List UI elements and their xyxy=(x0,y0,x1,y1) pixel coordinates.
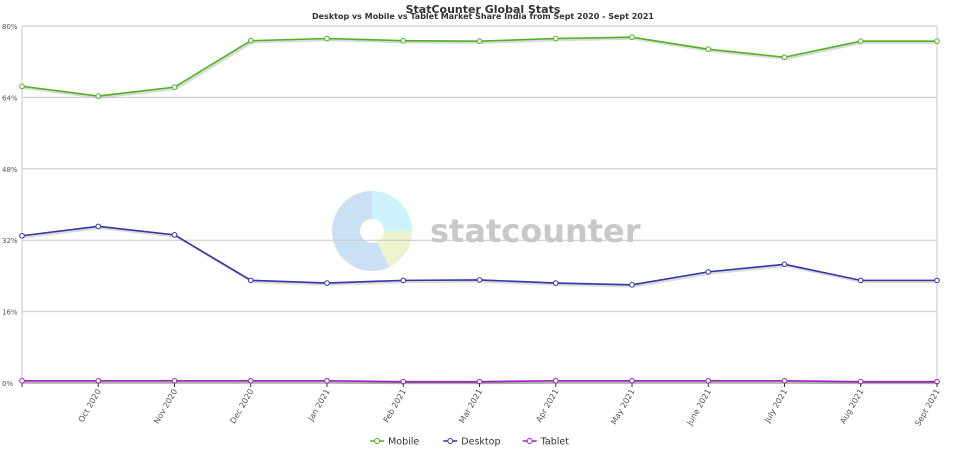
legend-marker-mobile xyxy=(374,438,381,444)
statcounter-logo-segment-cyan xyxy=(372,191,412,231)
data-point-tablet[interactable] xyxy=(247,377,254,384)
statcounter-watermark: statcounter xyxy=(332,191,641,271)
legend: Mobile Desktop Tablet xyxy=(370,437,569,448)
data-point-tablet[interactable] xyxy=(171,377,178,384)
data-point-mobile[interactable] xyxy=(552,35,559,42)
data-point-mobile[interactable] xyxy=(857,38,864,44)
data-point-desktop[interactable] xyxy=(781,261,788,268)
x-tick-label: Nov 2020 xyxy=(152,388,179,426)
statcounter-watermark-text: statcounter xyxy=(430,212,641,250)
data-point-desktop[interactable] xyxy=(552,280,559,286)
x-tick-label: May 2021 xyxy=(609,388,637,427)
y-tick-label: 80% xyxy=(2,23,18,31)
data-point-tablet[interactable] xyxy=(781,377,788,384)
legend-marker-tablet xyxy=(526,438,533,444)
grid-layer xyxy=(21,25,938,384)
y-tick-label: 16% xyxy=(2,309,18,317)
data-point-desktop[interactable] xyxy=(400,277,407,284)
data-point-tablet[interactable] xyxy=(552,377,559,384)
data-point-tablet[interactable] xyxy=(705,377,712,384)
data-point-desktop[interactable] xyxy=(629,282,635,288)
data-point-mobile[interactable] xyxy=(629,34,635,40)
data-point-desktop[interactable] xyxy=(95,223,102,230)
x-axis-labels: Oct 2020 Nov 2020 Dec 2020 Jan 2021 Feb 2021… xyxy=(21,383,942,428)
y-tick-label: 32% xyxy=(2,237,18,245)
data-point-desktop[interactable] xyxy=(476,277,483,283)
data-point-desktop[interactable] xyxy=(324,280,330,286)
x-tick-label: Dec 2020 xyxy=(228,388,255,426)
data-point-desktop[interactable] xyxy=(857,277,864,284)
data-point-mobile[interactable] xyxy=(705,46,712,53)
legend-label-tablet[interactable]: Tablet xyxy=(540,437,570,448)
data-point-mobile[interactable] xyxy=(476,38,483,44)
data-point-desktop[interactable] xyxy=(171,232,178,238)
series-layer xyxy=(19,34,940,385)
x-tick-label: Mar 2021 xyxy=(457,388,484,425)
y-axis-labels: 0% 16% 32% 48% 64% 80% xyxy=(2,23,18,388)
data-point-mobile[interactable] xyxy=(324,35,330,42)
data-point-desktop[interactable] xyxy=(247,277,254,284)
x-tick-label: Apr 2021 xyxy=(534,388,560,424)
data-point-tablet[interactable] xyxy=(629,377,635,384)
x-tick-label: Feb 2021 xyxy=(382,388,408,425)
chart-subtitle: Desktop vs Mobile vs Tablet Market Share… xyxy=(311,12,654,21)
data-point-mobile[interactable] xyxy=(247,37,254,44)
data-point-tablet[interactable] xyxy=(324,377,330,384)
data-point-desktop[interactable] xyxy=(19,232,25,239)
x-tick-label: Sept 2021 xyxy=(913,388,941,428)
x-tick-label: July 2021 xyxy=(762,388,789,426)
y-tick-label: 64% xyxy=(2,94,18,102)
legend-marker-desktop xyxy=(447,438,454,444)
x-tick-label: Aug 2021 xyxy=(838,388,865,426)
data-point-tablet[interactable] xyxy=(19,377,25,384)
data-point-mobile[interactable] xyxy=(781,54,788,61)
data-point-mobile[interactable] xyxy=(934,38,940,44)
chart-title: StatCounter Global Stats xyxy=(405,3,561,16)
data-point-desktop[interactable] xyxy=(934,277,940,284)
legend-label-desktop[interactable]: Desktop xyxy=(461,437,500,448)
series-line-mobile xyxy=(21,36,937,97)
data-point-mobile[interactable] xyxy=(19,83,25,90)
y-tick-label: 48% xyxy=(2,166,18,174)
x-tick-label: Oct 2020 xyxy=(77,388,103,424)
data-point-mobile[interactable] xyxy=(95,93,102,99)
x-tick-label: June 2021 xyxy=(685,388,713,428)
legend-label-mobile[interactable]: Mobile xyxy=(388,437,419,448)
data-point-mobile[interactable] xyxy=(400,37,407,44)
x-tick-label: Jan 2021 xyxy=(306,388,332,424)
data-point-mobile[interactable] xyxy=(171,84,178,90)
data-point-tablet[interactable] xyxy=(95,377,102,384)
y-tick-label: 0% xyxy=(2,380,13,388)
data-point-desktop[interactable] xyxy=(705,269,712,275)
